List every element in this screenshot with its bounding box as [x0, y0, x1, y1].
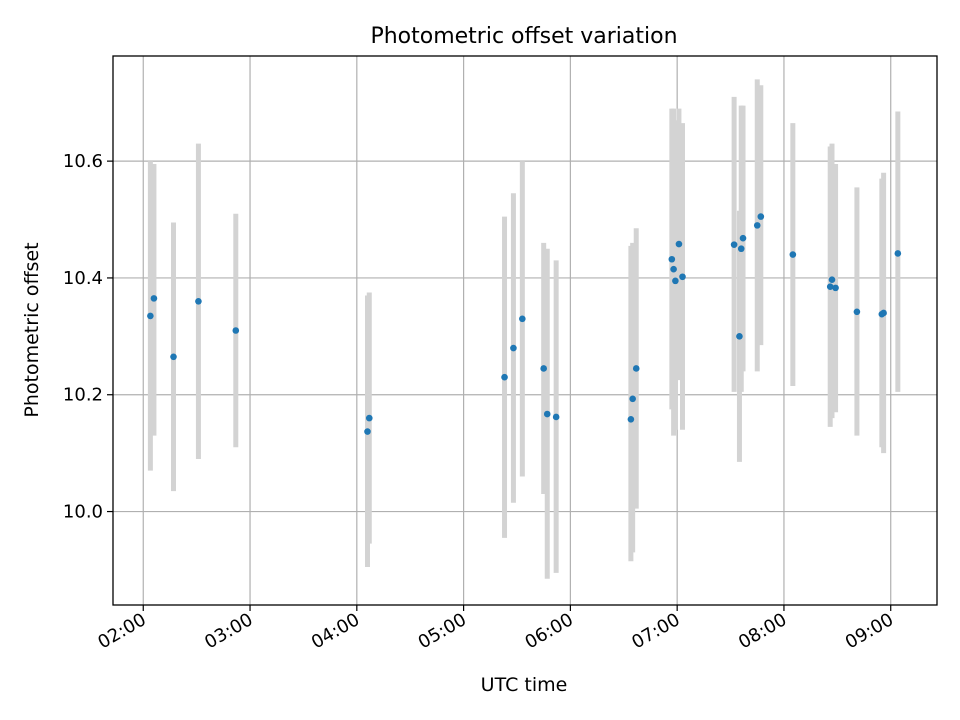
x-tick-label: 06:00: [521, 609, 576, 653]
data-point: [150, 295, 158, 302]
data-point: [629, 395, 636, 403]
x-tick-label: 09:00: [842, 609, 897, 653]
data-point: [232, 327, 240, 334]
data-point: [501, 373, 508, 381]
data-point: [828, 276, 836, 283]
y-axis-label: Photometric offset: [21, 242, 43, 417]
data-point: [739, 234, 747, 242]
data-point: [789, 251, 797, 258]
data-point: [510, 344, 517, 352]
data-point: [672, 277, 679, 285]
y-tick-label: 10.2: [63, 385, 103, 406]
data-point: [632, 365, 640, 372]
data-point: [679, 273, 686, 281]
data-point: [670, 265, 677, 273]
data-point: [668, 255, 676, 263]
data-point: [675, 240, 683, 248]
y-tick-label: 10.0: [63, 502, 103, 523]
data-point: [753, 222, 761, 229]
y-axis-ticks: 10.0 10.2 10.4 10.6: [63, 151, 113, 523]
data-point: [894, 250, 902, 257]
data-point: [195, 297, 202, 305]
x-tick-label: 04:00: [308, 609, 363, 653]
x-tick-label: 07:00: [628, 609, 683, 653]
data-point: [147, 312, 154, 320]
data-point: [757, 213, 765, 220]
y-tick-label: 10.4: [63, 268, 103, 289]
x-tick-label: 03:00: [201, 609, 256, 653]
data-point: [519, 315, 526, 323]
data-point: [736, 333, 743, 340]
error-bars: [147, 79, 901, 579]
chart-title: Photometric offset variation: [370, 24, 677, 49]
x-tick-label: 08:00: [735, 609, 790, 653]
data-point: [543, 410, 551, 418]
data-point: [880, 309, 887, 317]
data-point: [853, 308, 861, 316]
data-point: [832, 284, 839, 292]
data-point: [540, 365, 547, 372]
data-point: [627, 415, 635, 423]
y-tick-label: 10.6: [63, 151, 103, 172]
data-point: [170, 353, 177, 361]
data-points: [147, 213, 902, 435]
data-point: [552, 413, 560, 421]
data-point: [826, 283, 834, 290]
data-point: [364, 428, 371, 435]
data-point: [737, 245, 745, 253]
x-tick-label: 02:00: [94, 609, 149, 653]
data-point: [365, 414, 373, 422]
data-point: [730, 241, 738, 248]
plot-frame: [112, 55, 938, 606]
x-axis-label: UTC time: [481, 674, 568, 696]
x-tick-label: 05:00: [415, 609, 470, 653]
x-axis-ticks: 02:00 03:00 04:00 05:00 06:00 07:00 08:00 09:00: [94, 605, 897, 653]
